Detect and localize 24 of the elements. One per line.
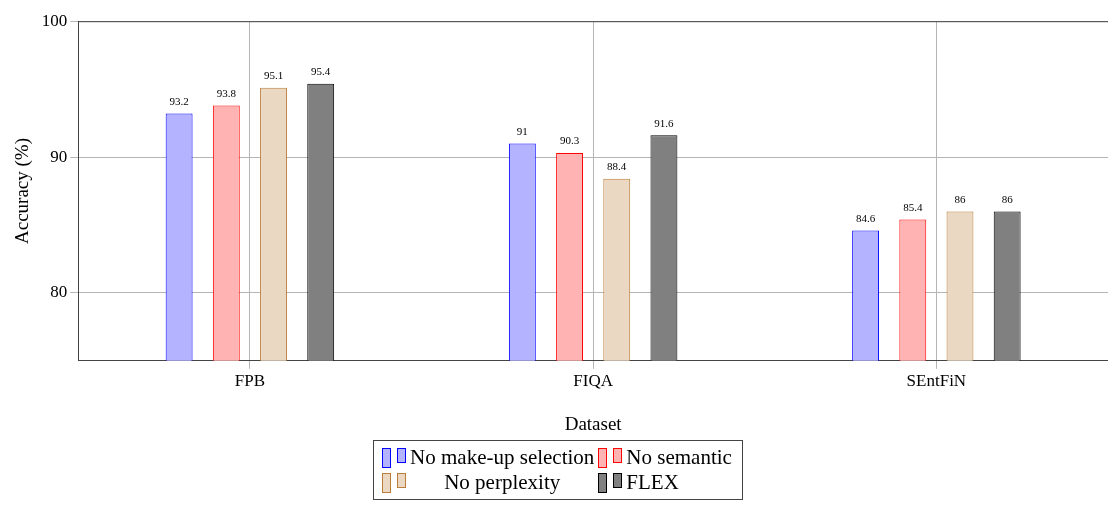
legend-label: FLEX bbox=[626, 470, 680, 495]
data-label: 95.1 bbox=[263, 69, 284, 82]
legend-label: No perplexity bbox=[443, 470, 562, 495]
data-label: 91.6 bbox=[654, 116, 675, 129]
y-tick-label: 90 bbox=[50, 146, 68, 166]
data-label: 90.3 bbox=[559, 134, 580, 147]
data-label: 84.6 bbox=[855, 211, 876, 224]
data-label: 86 bbox=[954, 192, 966, 205]
x-tick-label: FIQA bbox=[573, 371, 614, 391]
data-label: 93.8 bbox=[216, 86, 237, 99]
data-label: 95.4 bbox=[311, 65, 331, 78]
data-label: 86 bbox=[1001, 192, 1014, 205]
data-label: 85.4 bbox=[903, 200, 923, 213]
data-label: 91 bbox=[516, 124, 528, 137]
x-tick-label: FPB bbox=[234, 371, 266, 391]
legend-label: No make-up selection bbox=[410, 445, 595, 470]
y-tick-label: 100 bbox=[41, 10, 68, 30]
y-axis-title: Accuracy (%) bbox=[11, 137, 34, 245]
data-label: 93.2 bbox=[169, 94, 189, 107]
data-label: 88.4 bbox=[607, 160, 627, 173]
y-tick-label: 80 bbox=[50, 282, 68, 302]
x-axis-title: Dataset bbox=[564, 412, 623, 434]
legend-label: No semantic bbox=[626, 445, 732, 470]
x-tick-label: SEntFiN bbox=[906, 371, 967, 391]
